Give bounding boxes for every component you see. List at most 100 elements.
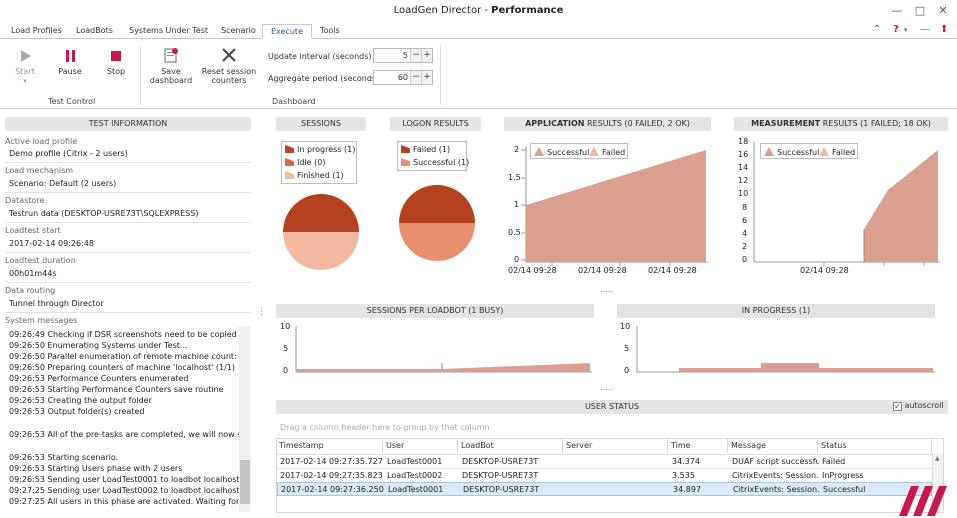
table-row[interactable]: 2017-02-14 09:27:35.727 LoadTest0001 DES… <box>277 454 932 467</box>
divider <box>5 252 251 253</box>
group-by-hint: Drag a column header here to group by th… <box>280 423 490 432</box>
cell-user: LoadTest0001 <box>387 457 443 466</box>
message-line: 09:26:53 Sending user LoadTest0001 to lo… <box>9 475 240 484</box>
message-line: 09:26:49 Checking if DSR screenshots nee… <box>9 330 251 339</box>
minimize-icon[interactable]: — <box>891 4 903 17</box>
info-label: Datastore <box>5 196 45 205</box>
tab-execute[interactable]: Execute <box>262 24 312 39</box>
info-label: Loadtest duration <box>5 256 76 265</box>
splitter-handle-vertical[interactable]: ⋮ <box>257 307 266 317</box>
table-row[interactable]: 2017-02-14 09:27:35.823 LoadTest0002 DES… <box>277 468 932 481</box>
system-messages-label: System messages <box>5 316 78 325</box>
info-value: Demo profile (Citrix - 2 users) <box>9 149 128 158</box>
cell-message: DUAF script successful <box>732 457 819 466</box>
divider <box>5 222 251 223</box>
splitter-handle-horizontal[interactable]: ..... <box>600 383 613 392</box>
reset-session-counters-button[interactable]: Reset session counters <box>200 47 258 85</box>
cell-timestamp: 2017-02-14 09:27:35.823 <box>280 471 383 480</box>
legend-item-failed: Failed <box>589 147 625 157</box>
close-icon[interactable]: ✕ <box>938 4 948 17</box>
y-tick-label: 4 <box>742 229 748 238</box>
column-header-user[interactable]: User <box>383 439 458 453</box>
ribbon-separator <box>140 45 141 105</box>
export-icon[interactable]: ⬆ <box>940 24 949 35</box>
autoscroll-checkbox[interactable]: ✓ <box>893 402 902 411</box>
y-tick-label: 2 <box>514 145 520 154</box>
message-line: 09:26:53 Starting Performance Counters s… <box>9 385 224 394</box>
tab-systems-under-test[interactable]: Systems Under Test <box>129 26 209 35</box>
logon-legend: Failed (1) Successful (1) <box>397 141 469 171</box>
play-icon <box>21 50 31 62</box>
cell-user: LoadTest0001 <box>388 485 444 494</box>
minus-icon[interactable]: — <box>920 24 930 35</box>
sessions-per-loadbot-header: SESSIONS PER LOADBOT (1 BUSY) <box>276 304 594 318</box>
area-sessions <box>296 363 590 372</box>
sessions-pie-chart <box>283 194 359 270</box>
collapse-ribbon-icon[interactable]: ⌃ <box>873 24 882 35</box>
column-header-status[interactable]: Status <box>818 439 932 453</box>
system-messages-list[interactable]: 09:26:49 Checking if DSR screenshots nee… <box>5 326 251 512</box>
message-line: 09:27:25 Sending user LoadTest0002 to lo… <box>9 486 240 495</box>
aggregate-period-stepper[interactable]: 60 − + <box>373 70 433 85</box>
y-tick-label: 0.5 <box>508 228 521 237</box>
column-header-message[interactable]: Message <box>728 439 818 453</box>
cell-status: Failed <box>822 457 846 466</box>
cell-server <box>564 469 669 482</box>
info-value: 2017-02-14 09:26:48 <box>9 239 94 248</box>
stop-icon <box>111 51 121 61</box>
divider <box>5 192 251 193</box>
pause-button[interactable]: Pause <box>55 49 85 76</box>
aggregate-period-decrement[interactable]: − <box>410 71 421 84</box>
measurement-results-chart <box>753 142 940 266</box>
window-title: LoadGen Director - Performance <box>393 5 564 16</box>
stop-button[interactable]: Stop <box>101 49 131 76</box>
logon-pie-chart <box>399 185 475 261</box>
divider <box>5 282 251 283</box>
measurement-legend: Successful Failed <box>760 143 858 159</box>
area-successful <box>864 150 938 262</box>
y-tick-label: 6 <box>742 216 748 225</box>
help-dropdown-icon[interactable]: ▾ <box>904 26 908 34</box>
column-header-loadbot[interactable]: LoadBot <box>458 439 563 453</box>
messages-scrollbar[interactable] <box>239 326 251 512</box>
cell-timestamp: 2017-02-14 09:27:35.727 <box>280 457 383 466</box>
scroll-up-icon[interactable]: ▲ <box>935 455 940 462</box>
update-interval-increment[interactable]: + <box>421 49 432 62</box>
y-tick-label: 10 <box>738 189 749 198</box>
cell-loadbot: DESKTOP-USRE73T <box>462 471 539 480</box>
tab-scenario[interactable]: Scenario <box>221 26 256 35</box>
legend-item-successful: Successful (1) <box>401 158 469 167</box>
save-dashboard-button[interactable]: Save dashboard <box>148 47 194 85</box>
autoscroll-toggle[interactable]: ✓ autoscroll <box>893 401 944 411</box>
start-button[interactable]: Start ▾ <box>10 49 40 85</box>
table-row-selected[interactable]: 2017-02-14 09:27:36.250 LoadTest0001 DES… <box>277 482 932 496</box>
column-header-time[interactable]: Time <box>668 439 728 453</box>
aggregate-period-increment[interactable]: + <box>421 71 432 84</box>
tab-loadbots[interactable]: LoadBots <box>76 26 113 35</box>
cell-time: 3.535 <box>672 471 695 480</box>
y-tick-label: 10 <box>280 322 291 331</box>
info-value: Scenario: Default (2 users) <box>9 179 117 188</box>
column-header-timestamp[interactable]: Timestamp <box>276 439 383 453</box>
messages-scrollbar-thumb[interactable] <box>240 460 250 504</box>
update-interval-stepper[interactable]: 5 − + <box>373 48 433 63</box>
update-interval-decrement[interactable]: − <box>410 49 421 62</box>
update-interval-value: 5 <box>402 51 408 60</box>
tab-load-profiles[interactable]: Load Profiles <box>11 26 62 35</box>
table-scrollbar[interactable]: ▲ <box>932 453 943 512</box>
info-label: Data routing <box>5 286 56 295</box>
info-label: Loadtest start <box>5 226 61 235</box>
y-tick-label: 0 <box>742 255 748 264</box>
legend-item-successful: Successful <box>764 147 819 157</box>
message-line: 09:26:53 Performance Counters enumerated <box>9 374 189 383</box>
save-dashboard-icon <box>164 48 178 63</box>
tab-tools[interactable]: Tools <box>320 26 340 35</box>
help-icon[interactable]: ? <box>893 24 899 35</box>
splitter-handle-horizontal[interactable]: ..... <box>600 285 613 294</box>
cell-server <box>565 483 670 496</box>
maximize-icon[interactable]: □ <box>914 4 926 17</box>
x-tick-label: 02/14 09:28 <box>648 266 697 275</box>
column-header-server[interactable]: Server <box>563 439 668 453</box>
y-tick-label: 1.5 <box>508 173 521 182</box>
sessions-legend: In progress (1) Idle (0) Finished (1) <box>281 141 357 184</box>
